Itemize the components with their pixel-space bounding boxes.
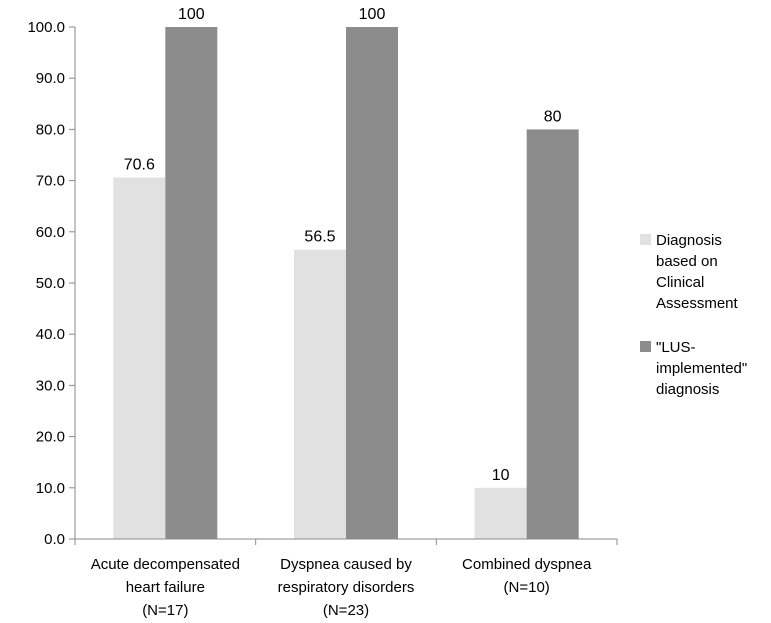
x-category-label: Acute decompensated heart failure (N=17) xyxy=(91,556,240,619)
y-tick-label: 70.0 xyxy=(36,173,65,190)
data-label: 70.6 xyxy=(124,157,155,174)
x-category-label: Combined dyspnea (N=10) xyxy=(462,556,592,596)
data-label: 56.5 xyxy=(304,229,335,246)
legend-swatch xyxy=(640,341,651,352)
y-tick-label: 60.0 xyxy=(36,224,65,241)
y-tick-label: 50.0 xyxy=(36,275,65,292)
y-tick-label: 20.0 xyxy=(36,429,65,446)
bar xyxy=(526,129,579,539)
legend-label: "LUS-implemented" diagnosis xyxy=(656,339,747,398)
y-tick-label: 90.0 xyxy=(36,70,65,87)
data-label: 100 xyxy=(359,6,386,23)
x-category-label: Dyspnea caused by respiratory disorders (N… xyxy=(278,556,415,619)
bar xyxy=(474,487,527,539)
data-label: 80 xyxy=(544,108,562,125)
x-axis: Acute decompensated heart failure (N=17) Dy… xyxy=(74,538,618,619)
bars: 70.6 100 56.5 100 10 80 xyxy=(113,6,579,539)
legend: Diagnosis based on Clinical Assessment "LUS-… xyxy=(640,232,747,398)
y-tick-label: 0.0 xyxy=(44,531,65,548)
legend-label: Diagnosis based on Clinical Assessment xyxy=(656,232,739,312)
y-axis: 0.0 10.0 20.0 30.0 40.0 50.0 60.0 70.0 80.0 90.0 1… xyxy=(27,19,76,548)
bar xyxy=(113,177,166,539)
y-tick-label: 100.0 xyxy=(27,19,65,36)
bar xyxy=(294,249,346,539)
y-tick-label: 30.0 xyxy=(36,377,65,394)
y-tick-label: 80.0 xyxy=(36,121,65,138)
data-label: 100 xyxy=(178,6,205,23)
legend-swatch xyxy=(640,234,651,245)
y-tick-label: 10.0 xyxy=(36,480,65,497)
y-tick-label: 40.0 xyxy=(36,326,65,343)
bar xyxy=(346,27,398,539)
data-label: 10 xyxy=(492,467,510,484)
bar xyxy=(165,27,218,539)
